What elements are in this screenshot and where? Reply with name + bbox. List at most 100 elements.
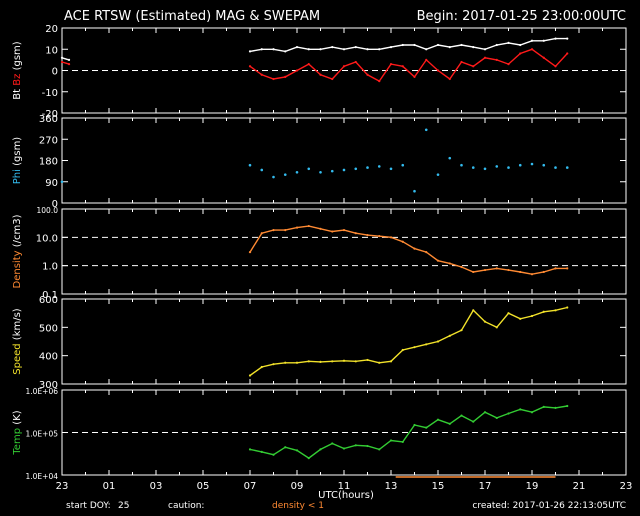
data-point (319, 171, 322, 174)
data-point (460, 414, 463, 417)
data-point (495, 58, 498, 61)
y-axis-label-unit: (gsm) (12, 41, 23, 70)
data-point (565, 166, 569, 169)
x-tick-label: 11 (338, 481, 351, 492)
data-point (542, 405, 545, 409)
data-point (331, 46, 334, 49)
data-point (295, 69, 299, 72)
y-tick-label: 270 (39, 135, 58, 146)
y-tick-label: 1.0 (42, 262, 58, 273)
data-point (366, 233, 369, 237)
y-tick-label: 1.0E+04 (26, 472, 59, 481)
y-axis-label-part: Bz (12, 70, 23, 85)
data-point (307, 63, 310, 66)
plot-title: ACE RTSW (Estimated) MAG & SWEPAM (64, 9, 320, 24)
x-tick-label: 15 (432, 481, 445, 492)
data-point (542, 310, 545, 313)
data-point (378, 448, 381, 451)
data-point (248, 50, 252, 53)
panel-temp: 1.0E+06 1.0E+05 1.0E+04 Temp (K) 23 01 03 05 07 0… (12, 387, 632, 492)
data-point (378, 80, 381, 83)
data-point (495, 43, 498, 47)
data-point (554, 37, 557, 40)
data-point (495, 326, 498, 329)
data-point (507, 41, 510, 44)
data-point (507, 412, 510, 415)
data-point (283, 173, 287, 176)
data-point (331, 442, 334, 445)
data-point (460, 265, 463, 269)
y-axis-label-part: Temp (12, 425, 23, 456)
x-tick-label: 21 (573, 481, 586, 492)
data-point (507, 166, 510, 169)
data-point (248, 251, 252, 254)
data-point (378, 235, 381, 238)
data-point (389, 46, 393, 49)
y-tick-label: 0 (52, 67, 58, 78)
data-point (530, 314, 534, 318)
data-point (60, 180, 64, 184)
x-tick-label: 01 (103, 481, 116, 492)
data-point (354, 360, 357, 363)
data-point (519, 52, 522, 55)
data-point (342, 168, 346, 172)
y-axis-label-part: Phi (12, 166, 23, 184)
data-point (331, 360, 334, 363)
data-point (67, 63, 71, 66)
data-point (377, 165, 381, 168)
data-point (260, 48, 263, 51)
y-tick-label: 1.0E+06 (26, 387, 59, 396)
data-point (319, 360, 322, 363)
data-point (542, 39, 545, 42)
data-point (519, 317, 522, 320)
data-point (401, 240, 404, 243)
data-point (566, 306, 569, 309)
data-point (554, 65, 557, 68)
data-point (518, 163, 522, 167)
y-tick-label: 400 (39, 352, 58, 363)
data-point (472, 46, 475, 49)
data-point (366, 358, 369, 362)
data-point (554, 166, 557, 169)
data-point (248, 374, 252, 377)
data-point (67, 58, 71, 61)
series-line-bt-start (61, 57, 70, 61)
data-point (354, 167, 358, 171)
data-point (307, 456, 310, 460)
data-point (342, 359, 346, 362)
data-point (284, 446, 287, 449)
data-point (425, 343, 428, 346)
created-timestamp: created: 2017-01-26 22:13:05UTC (472, 501, 626, 511)
start-doy-label: start DOY: (66, 501, 111, 511)
data-point (554, 406, 557, 409)
y-axis-label: Density (/cm3) (12, 214, 23, 288)
data-point (366, 166, 369, 169)
data-point (424, 128, 428, 132)
data-point (542, 56, 545, 59)
data-point (319, 48, 322, 51)
data-point (448, 156, 452, 160)
data-point (448, 46, 451, 49)
y-axis-label-part: Density (12, 247, 23, 288)
data-point (483, 320, 487, 323)
y-tick-label: 600 (39, 295, 58, 306)
data-point (519, 408, 522, 411)
y-axis-label: Bt Bz (gsm) (12, 41, 23, 99)
y-tick-label: -10 (42, 88, 58, 99)
y-tick-label: 500 (39, 323, 58, 334)
data-point (483, 411, 487, 414)
data-point (284, 75, 287, 78)
data-point (495, 165, 499, 168)
x-axis-label: UTC(hours) (318, 490, 374, 501)
data-point (472, 420, 475, 423)
y-axis-label-unit: (km/s) (12, 308, 23, 340)
data-point (260, 365, 263, 369)
panel-phi: 360 270 180 90 0 Phi (gsm) (12, 114, 627, 210)
data-point (260, 232, 263, 235)
x-tick-label: 19 (526, 481, 539, 492)
data-point (542, 270, 545, 274)
data-point (436, 418, 440, 421)
data-point (354, 60, 357, 64)
data-point (460, 163, 463, 167)
